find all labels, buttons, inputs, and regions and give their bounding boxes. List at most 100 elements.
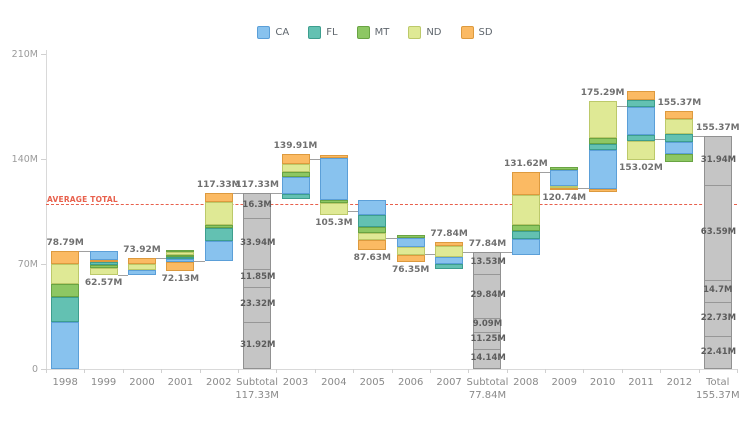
year-bar-2000[interactable] [127,258,156,276]
bar-segment-nd[interactable] [588,100,617,139]
year-bar-2001[interactable] [166,250,195,271]
year-bar-2010[interactable] [588,100,617,192]
bar-segment-sd[interactable] [358,239,387,250]
year-bar-2006[interactable] [396,235,425,263]
bar-segment-sd[interactable] [665,111,694,120]
year-bar-1999[interactable] [89,250,118,276]
bar-segment-nd[interactable] [89,268,118,276]
bar-segment-ca[interactable] [588,150,617,189]
bar-segment-mt[interactable] [166,254,195,258]
bar-segment-ca[interactable] [435,256,464,264]
bar-segment-fl[interactable] [166,257,195,260]
bar-segment-nd[interactable] [204,202,233,225]
total-bar-total[interactable] [703,135,732,370]
year-bar-2004[interactable] [319,154,348,215]
bar-segment-ca[interactable] [281,177,310,194]
year-bar-2003[interactable] [281,154,310,199]
year-bar-2005[interactable] [358,199,387,250]
year-bar-1998[interactable] [51,250,80,369]
bar-segment-fl[interactable] [435,263,464,269]
bar-segment-fl[interactable] [358,215,387,227]
total-segment[interactable] [474,273,501,319]
bar-segment-nd[interactable] [511,194,540,226]
bar-segment-nd[interactable] [281,164,310,173]
bar-segment-nd[interactable] [127,263,156,271]
bar-segment-ca[interactable] [127,270,156,276]
bar-segment-ca[interactable] [89,250,118,261]
bar-segment-nd[interactable] [319,203,348,215]
total-segment[interactable] [704,302,731,336]
total-segment[interactable] [244,218,271,269]
bar-segment-sd[interactable] [166,261,195,271]
bar-segment-ca[interactable] [204,241,233,261]
bar-segment-ca[interactable] [550,169,579,186]
bar-segment-fl[interactable] [511,230,540,240]
bar-segment-mt[interactable] [588,138,617,144]
bar-segment-mt[interactable] [511,225,540,231]
bar-segment-ca[interactable] [627,106,656,136]
bar-segment-fl[interactable] [627,135,656,141]
year-bar-2002[interactable] [204,193,233,261]
bar-segment-nd[interactable] [51,264,80,284]
legend-item-nd[interactable]: ND [408,25,442,39]
bar-segment-ca[interactable] [319,157,348,200]
legend-item-mt[interactable]: MT [356,25,389,39]
bar-segment-sd[interactable] [89,260,118,263]
total-segment[interactable] [704,280,731,302]
bar-segment-sd[interactable] [51,250,80,265]
bar-segment-ca[interactable] [665,142,694,154]
bar-segment-fl[interactable] [89,262,118,266]
bar-segment-ca[interactable] [166,259,195,262]
bar-segment-sd[interactable] [396,255,425,263]
total-segment[interactable] [244,269,271,287]
bar-segment-sd[interactable] [281,154,310,165]
bar-segment-mt[interactable] [89,265,118,269]
bar-segment-sd[interactable] [511,171,540,195]
bar-segment-sd[interactable] [550,187,579,191]
total-segment[interactable] [474,348,501,370]
total-segment[interactable] [474,318,501,332]
bar-segment-fl[interactable] [281,193,310,199]
bar-segment-sd[interactable] [588,188,617,192]
bar-segment-mt[interactable] [281,172,310,178]
bar-segment-fl[interactable] [665,133,694,143]
total-segment[interactable] [704,336,731,370]
bar-segment-mt[interactable] [204,224,233,228]
bar-segment-fl[interactable] [51,296,80,323]
bar-segment-mt[interactable] [358,226,387,234]
bar-segment-fl[interactable] [627,100,656,107]
bar-segment-sd[interactable] [319,154,348,158]
total-segment[interactable] [704,184,731,280]
bar-segment-nd[interactable] [358,233,387,240]
legend-item-fl[interactable]: FL [308,25,338,39]
bar-segment-mt[interactable] [51,283,80,297]
bar-segment-fl[interactable] [204,227,233,242]
legend-item-ca[interactable]: CA [257,25,289,39]
bar-segment-nd[interactable] [665,119,694,134]
bar-segment-nd[interactable] [550,185,579,188]
year-bar-2007[interactable] [435,241,464,269]
bar-segment-mt[interactable] [166,250,195,253]
total-bar-subtotal[interactable] [243,193,272,370]
bar-segment-sd[interactable] [204,193,233,203]
bar-segment-sd[interactable] [627,91,656,101]
bar-segment-ca[interactable] [51,322,80,369]
bar-segment-nd[interactable] [435,245,464,257]
year-bar-2012[interactable] [665,111,694,162]
total-segment[interactable] [474,331,501,349]
bar-segment-nd[interactable] [627,140,656,161]
bar-segment-sd[interactable] [127,258,156,264]
bar-segment-ca[interactable] [511,239,540,255]
bar-segment-mt[interactable] [665,153,694,162]
legend-item-sd[interactable]: SD [460,25,493,39]
bar-segment-nd[interactable] [166,252,195,255]
year-bar-2008[interactable] [511,171,540,255]
total-segment[interactable] [244,322,271,370]
bar-segment-ca[interactable] [396,238,425,248]
year-bar-2009[interactable] [550,166,579,191]
total-segment[interactable] [244,287,271,322]
bar-segment-mt[interactable] [319,199,348,204]
total-bar-subtotal[interactable] [473,252,502,370]
bar-segment-fl[interactable] [588,143,617,151]
bar-segment-mt[interactable] [550,166,579,170]
